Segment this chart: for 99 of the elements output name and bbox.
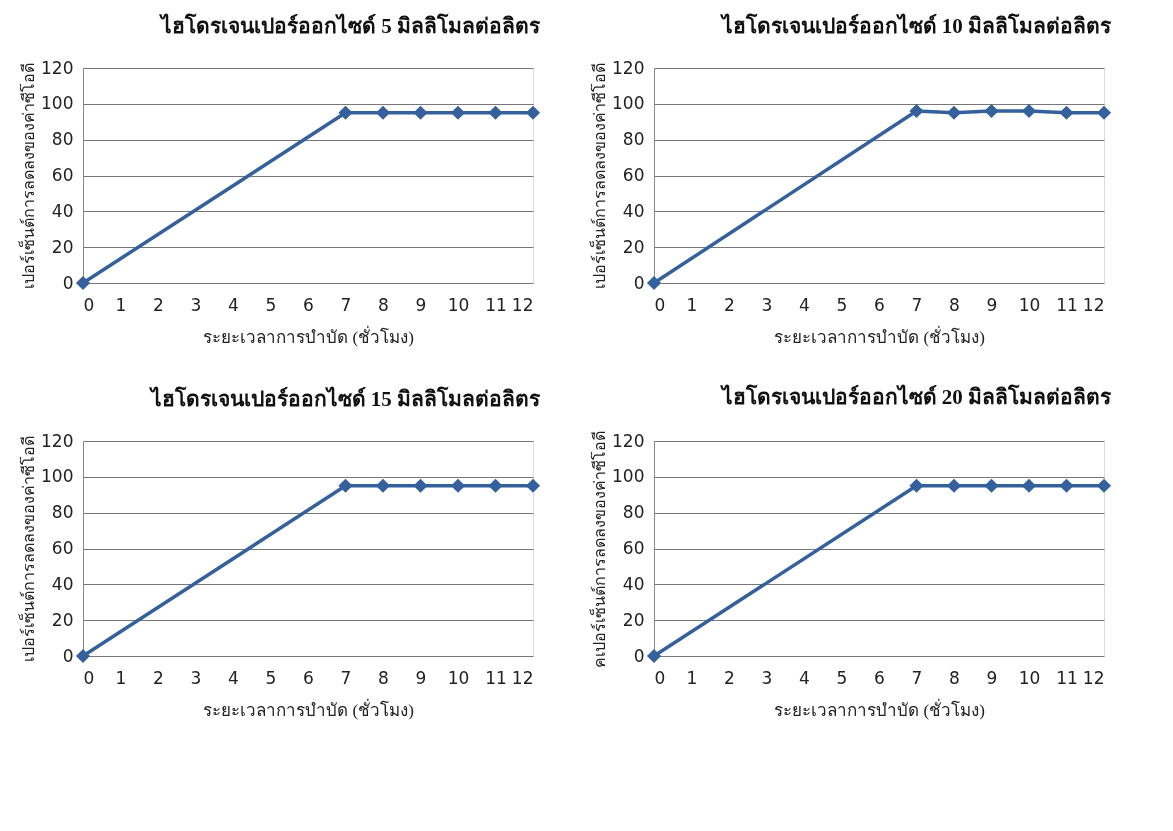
chart-title: ไฮโดรเจนเปอร์ออกไซด์ 5 มิลลิโมลต่อลิตร	[159, 13, 542, 38]
x-tick-label: 0	[654, 667, 666, 688]
y-tick-label: 60	[622, 538, 645, 558]
point	[946, 105, 962, 120]
x-tick-label: 3	[761, 294, 773, 315]
x-tick-label: 0	[654, 294, 666, 315]
x-tick-label: 0	[83, 667, 95, 688]
y-tick-label: 0	[62, 272, 74, 293]
y-tick-label: 20	[51, 609, 74, 630]
x-tick-label: 5	[836, 294, 848, 315]
chart-title: ไฮโดรเจนเปอร์ออกไซด์ 10 มิลลิโมลต่อลิตร	[719, 13, 1113, 38]
y-tick-label: 80	[51, 129, 74, 150]
x-tick-label: 5	[836, 667, 848, 688]
y-tick-label: 60	[51, 165, 74, 185]
x-tick-label: 11	[485, 294, 507, 315]
y-tick-label: 100	[612, 466, 645, 487]
y-tick-label: 20	[622, 609, 645, 630]
x-tick-label: 7	[340, 294, 352, 315]
y-axis-title: คเปอร์เซ็นต์การลดลงของค่าซีโอดี	[589, 430, 609, 668]
x-tick-label: 4	[228, 667, 239, 688]
x-tick-label: 2	[153, 294, 164, 315]
y-axis-title: เปอร์เซ็นต์การลดลงของค่าซีโอดี	[589, 63, 609, 289]
x-tick-label: 12	[511, 294, 534, 315]
x-tick-label: 7	[911, 667, 923, 688]
x-tick-label: 10	[1018, 294, 1041, 315]
y-tick-label: 80	[622, 502, 645, 523]
x-tick-label: 3	[761, 667, 773, 688]
x-tick-label: 10	[447, 294, 470, 315]
point	[1096, 105, 1112, 120]
x-tick-label: 10	[447, 667, 470, 688]
x-tick-label: 9	[986, 667, 998, 688]
x-tick-label: 9	[415, 667, 427, 688]
x-tick-label: 6	[303, 294, 314, 315]
x-axis-title: ระยะเวลาการบำบัด (ชั่วโมง)	[203, 697, 414, 720]
y-axis-title: เปอร์เซ็นต์การลดลงของค่าซีโอดี	[18, 63, 38, 289]
y-tick-label: 40	[622, 200, 645, 221]
y-axis-title: เปอร์เซ็นต์การลดลงของค่าซีโอดี	[18, 436, 38, 662]
x-tick-label: 11	[485, 667, 507, 688]
y-tick-label: 40	[51, 200, 74, 221]
y-tick-label: 60	[622, 165, 645, 185]
x-tick-label: 6	[303, 667, 314, 688]
x-tick-label: 11	[1056, 294, 1078, 315]
y-tick-label: 60	[51, 538, 74, 558]
x-tick-label: 11	[1056, 667, 1078, 688]
x-tick-label: 3	[190, 294, 202, 315]
y-tick-label: 20	[51, 236, 74, 257]
x-tick-label: 12	[511, 667, 534, 688]
y-tick-label: 20	[622, 236, 645, 257]
x-tick-label: 4	[228, 294, 239, 315]
point	[646, 275, 662, 291]
chart-title: ไฮโดรเจนเปอร์ออกไซด์ 20 มิลลิโมลต่อลิตร	[719, 384, 1113, 409]
point	[984, 103, 999, 119]
x-tick-label: 8	[949, 294, 960, 315]
y-tick-label: 120	[612, 57, 645, 78]
x-tick-label: 9	[986, 294, 998, 315]
x-tick-label: 7	[340, 667, 352, 688]
x-axis-title: ระยะเวลาการบำบัด (ชั่วโมง)	[774, 697, 985, 720]
point	[909, 103, 924, 119]
x-tick-label: 1	[115, 667, 127, 688]
y-tick-label: 120	[41, 430, 74, 451]
y-tick-label: 80	[622, 129, 645, 150]
x-tick-label: 5	[265, 667, 277, 688]
chart-title: ไฮโดรเจนเปอร์ออกไซด์ 15 มิลลิโมลต่อลิตร	[148, 386, 542, 411]
y-tick-label: 100	[612, 93, 645, 114]
x-tick-label: 8	[378, 667, 389, 688]
y-tick-label: 0	[633, 645, 645, 666]
point	[1059, 105, 1074, 120]
y-tick-label: 100	[41, 466, 74, 487]
x-axis-title: ระยะเวลาการบำบัด (ชั่วโมง)	[774, 324, 985, 347]
y-tick-label: 120	[612, 430, 645, 451]
x-tick-label: 0	[83, 294, 95, 315]
x-tick-label: 1	[686, 667, 698, 688]
x-tick-label: 4	[799, 667, 810, 688]
y-tick-label: 80	[51, 502, 74, 523]
x-tick-label: 2	[724, 667, 735, 688]
x-tick-label: 6	[874, 667, 885, 688]
x-tick-label: 4	[799, 294, 810, 315]
y-tick-label: 0	[633, 272, 645, 293]
y-tick-label: 100	[41, 93, 74, 114]
x-tick-label: 8	[949, 667, 960, 688]
point	[1021, 103, 1037, 119]
x-tick-label: 2	[153, 667, 164, 688]
y-tick-label: 0	[62, 645, 74, 666]
x-tick-label: 1	[115, 294, 127, 315]
x-tick-label: 7	[911, 294, 923, 315]
x-tick-label: 5	[265, 294, 277, 315]
x-tick-label: 2	[724, 294, 735, 315]
x-tick-label: 3	[190, 667, 202, 688]
x-tick-label: 1	[686, 294, 698, 315]
x-tick-label: 8	[378, 294, 389, 315]
x-tick-label: 12	[1082, 667, 1105, 688]
x-tick-label: 10	[1018, 667, 1041, 688]
y-tick-label: 40	[51, 573, 74, 594]
y-tick-label: 40	[622, 573, 645, 594]
y-tick-label: 120	[41, 57, 74, 78]
x-tick-label: 12	[1082, 294, 1105, 315]
x-axis-title: ระยะเวลาการบำบัด (ชั่วโมง)	[203, 324, 414, 347]
x-tick-label: 9	[415, 294, 427, 315]
x-tick-label: 6	[874, 294, 885, 315]
